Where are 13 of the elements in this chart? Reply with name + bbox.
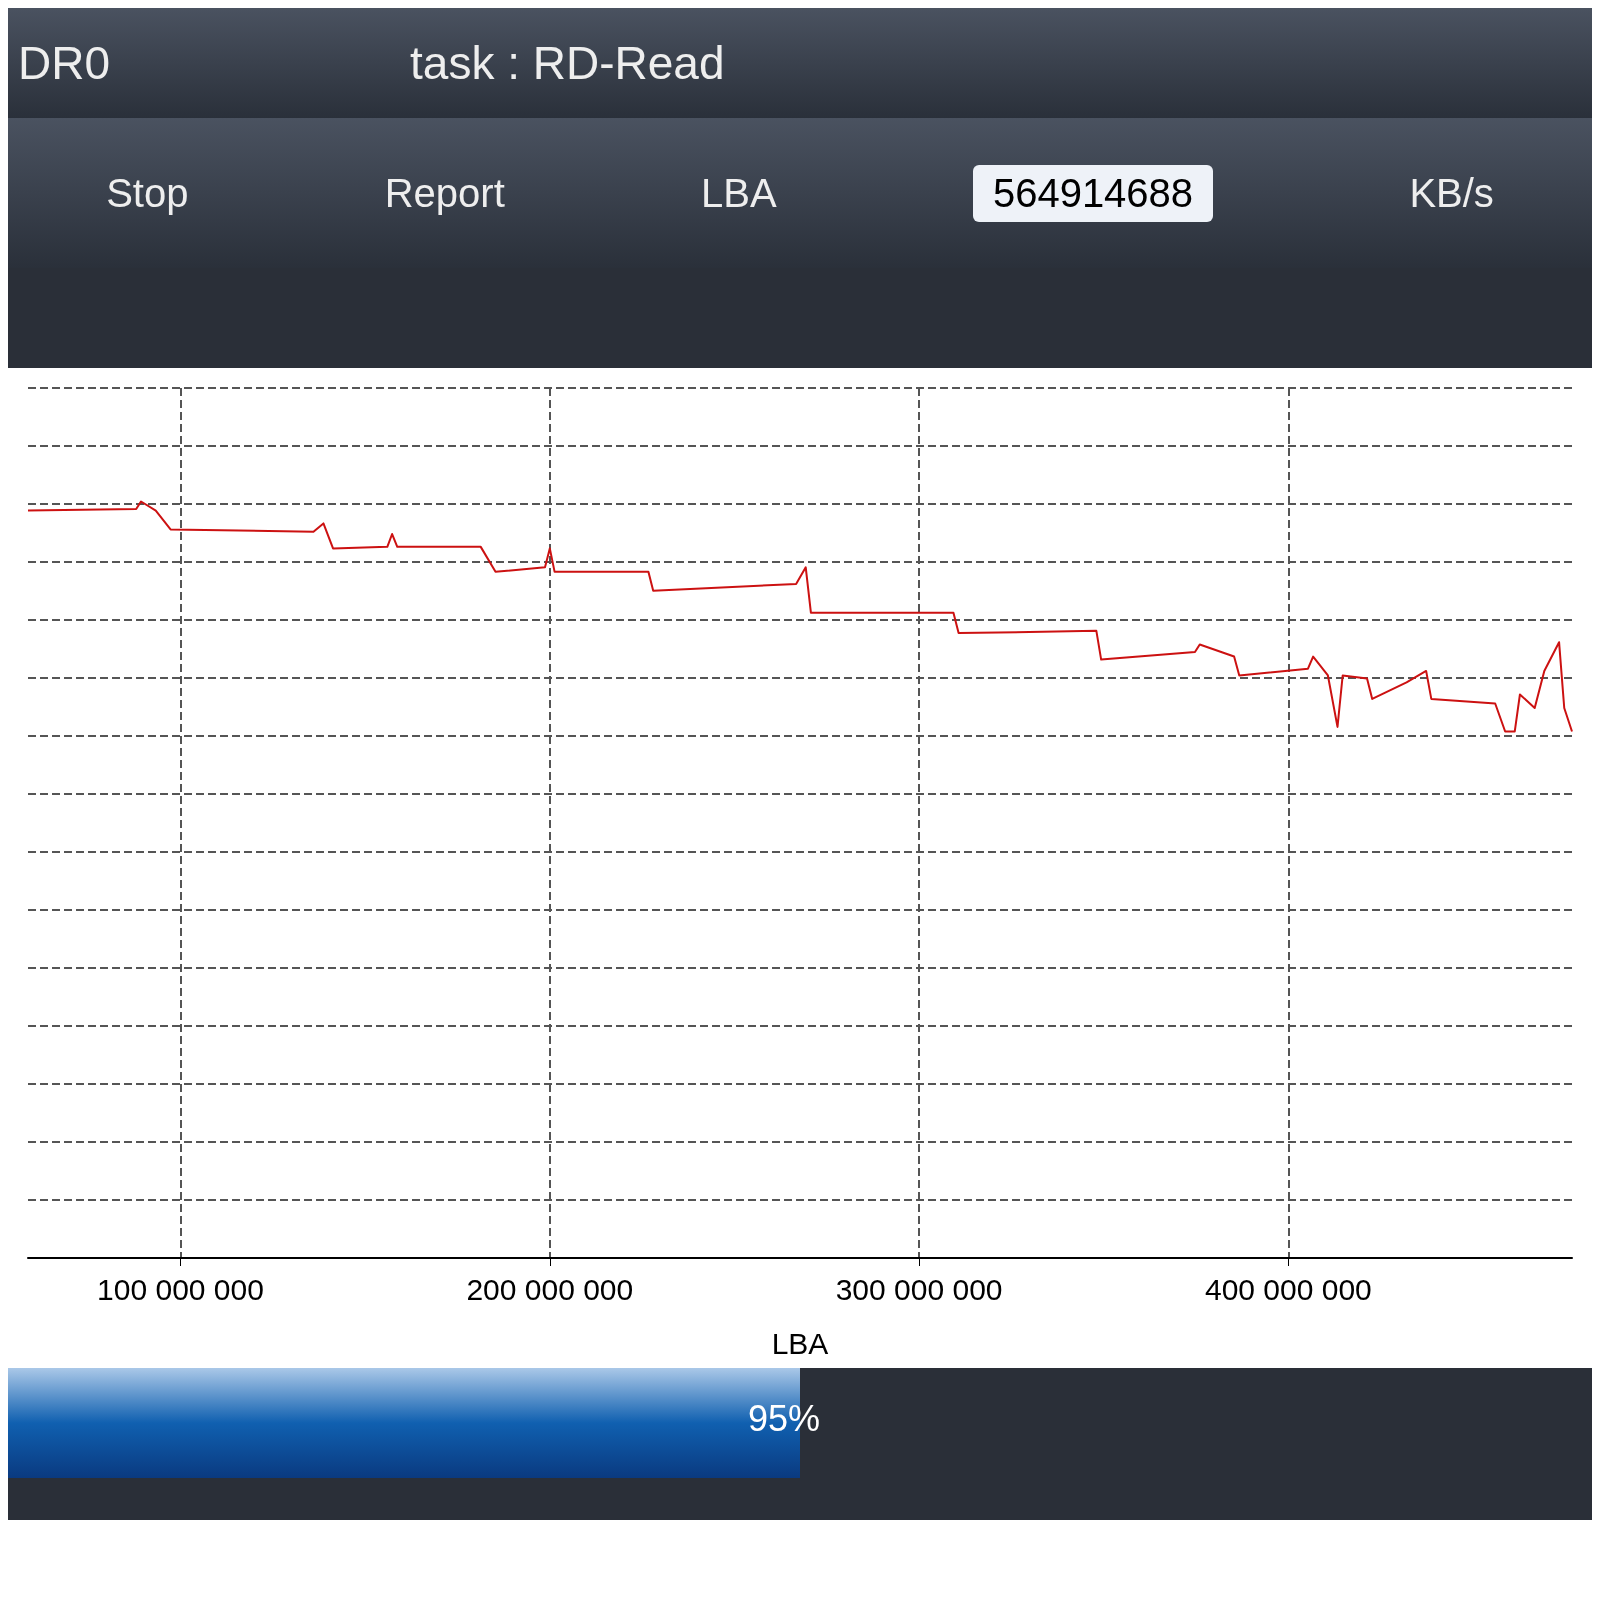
x-tick-label: 200 000 000 (466, 1272, 634, 1306)
x-tick-label: 400 000 000 (1204, 1272, 1372, 1306)
text: Report (384, 170, 505, 216)
text: 564914688 (972, 164, 1214, 222)
x-axis-title: LBA (771, 1326, 829, 1360)
text: 95% (748, 1398, 822, 1440)
x-tick-label: 100 000 000 (97, 1272, 264, 1306)
text: DR0 (18, 36, 111, 90)
text: task : RD-Read (410, 36, 725, 90)
text: Stop (106, 170, 189, 216)
text: LBA (701, 170, 777, 216)
text: KB/s (1409, 170, 1494, 216)
x-tick-label: 300 000 000 (835, 1272, 1003, 1306)
